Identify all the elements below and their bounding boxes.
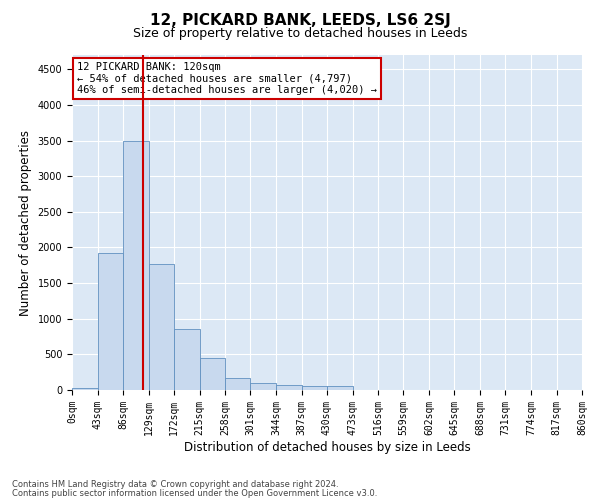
Bar (251, 383, 276, 390)
Bar (225, 378, 251, 390)
Text: Contains HM Land Registry data © Crown copyright and database right 2024.: Contains HM Land Registry data © Crown c… (12, 480, 338, 489)
Bar (327, 386, 353, 390)
Text: 12, PICKARD BANK, LEEDS, LS6 2SJ: 12, PICKARD BANK, LEEDS, LS6 2SJ (149, 12, 451, 28)
Y-axis label: Number of detached properties: Number of detached properties (19, 130, 32, 316)
Bar (97, 253, 123, 390)
Bar (276, 384, 302, 390)
Bar (174, 328, 199, 390)
X-axis label: Distribution of detached houses by size in Leeds: Distribution of detached houses by size … (184, 440, 470, 454)
Bar (123, 140, 149, 390)
Bar (199, 358, 225, 390)
Text: Contains public sector information licensed under the Open Government Licence v3: Contains public sector information licen… (12, 488, 377, 498)
Bar (72, 388, 97, 390)
Text: Size of property relative to detached houses in Leeds: Size of property relative to detached ho… (133, 28, 467, 40)
Bar (302, 386, 327, 390)
Bar (149, 264, 174, 390)
Text: 12 PICKARD BANK: 120sqm
← 54% of detached houses are smaller (4,797)
46% of semi: 12 PICKARD BANK: 120sqm ← 54% of detache… (77, 62, 377, 95)
